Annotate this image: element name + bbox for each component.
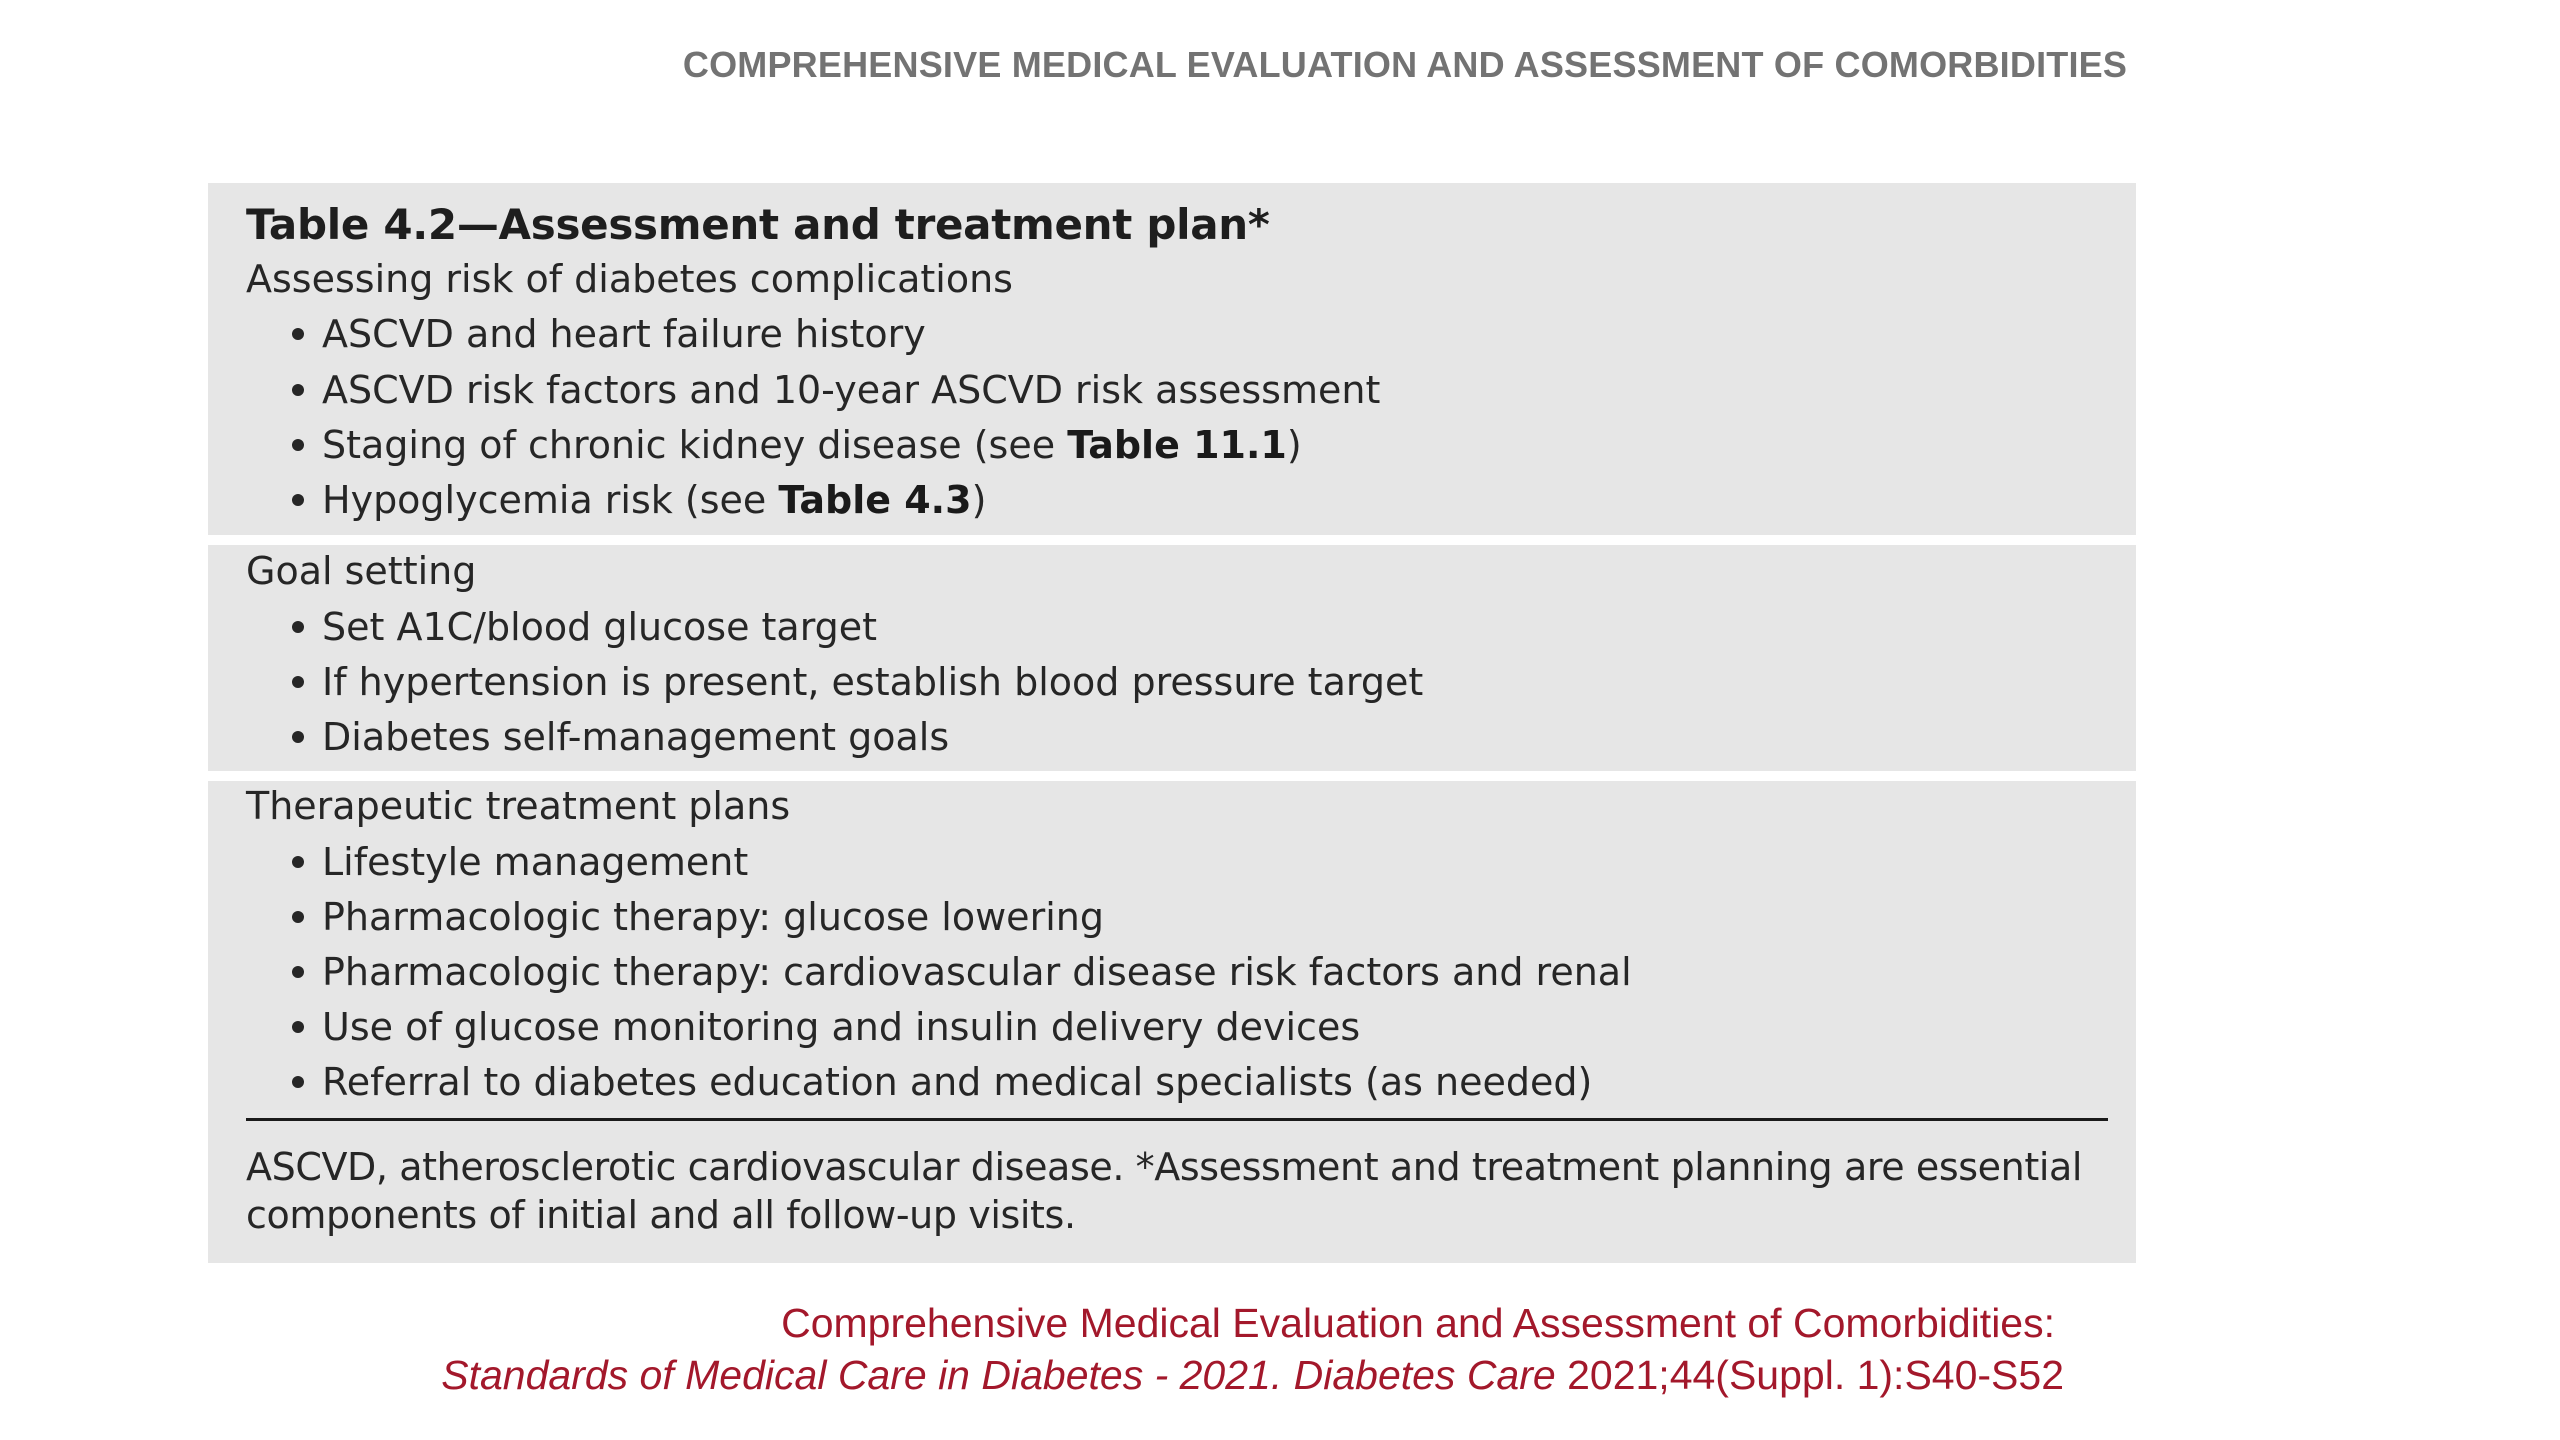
- citation-line-2: Standards of Medical Care in Diabetes - …: [441, 1352, 2064, 1399]
- table-bottom-rule: [246, 1118, 2108, 1121]
- bullet-icon: [292, 1075, 304, 1088]
- list-item: Set A1C/blood glucose target: [292, 605, 877, 649]
- table-reference: Table 11.1: [1067, 423, 1287, 467]
- bullet-icon: [292, 855, 304, 868]
- list-item: Hypoglycemia risk (see Table 4.3): [292, 478, 986, 522]
- section-heading-goals: Goal setting: [246, 549, 477, 593]
- citation-volume: 2021;44(Suppl. 1):S40-S52: [1555, 1352, 2064, 1398]
- bullet-icon: [292, 965, 304, 978]
- bullet-icon: [292, 675, 304, 688]
- table-footnote: ASCVD, atherosclerotic cardiovascular di…: [246, 1145, 2083, 1237]
- list-item: Pharmacologic therapy: glucose lowering: [292, 895, 1104, 939]
- bullet-icon: [292, 910, 304, 923]
- bullet-icon: [292, 1020, 304, 1033]
- list-item: Staging of chronic kidney disease (see T…: [292, 423, 1302, 467]
- bullet-icon: [292, 438, 304, 451]
- bullet-icon: [292, 730, 304, 743]
- list-item: Diabetes self-management goals: [292, 715, 949, 759]
- section-divider: [208, 771, 2136, 781]
- list-item: ASCVD risk factors and 10-year ASCVD ris…: [292, 368, 1380, 412]
- table-title: Table 4.2—Assessment and treatment plan*: [246, 200, 1270, 249]
- section-divider: [208, 535, 2136, 545]
- citation-line-1: Comprehensive Medical Evaluation and Ass…: [781, 1300, 2055, 1346]
- section-heading-risk: Assessing risk of diabetes complications: [246, 257, 1013, 301]
- list-item: Use of glucose monitoring and insulin de…: [292, 1005, 1360, 1049]
- section-heading-treatment: Therapeutic treatment plans: [246, 784, 791, 828]
- bullet-icon: [292, 620, 304, 633]
- list-item: ASCVD and heart failure history: [292, 312, 926, 356]
- list-item: Pharmacologic therapy: cardiovascular di…: [292, 950, 1632, 994]
- list-item: If hypertension is present, establish bl…: [292, 660, 1423, 704]
- table-4-2: Table 4.2—Assessment and treatment plan*…: [208, 183, 2136, 1263]
- list-item: Lifestyle management: [292, 840, 748, 884]
- bullet-icon: [292, 383, 304, 396]
- table-reference: Table 4.3: [778, 478, 972, 522]
- bullet-icon: [292, 493, 304, 506]
- citation-journal: Standards of Medical Care in Diabetes - …: [441, 1352, 1556, 1398]
- page-header: COMPREHENSIVE MEDICAL EVALUATION AND ASS…: [682, 44, 2128, 85]
- list-item: Referral to diabetes education and medic…: [292, 1060, 1592, 1104]
- bullet-icon: [292, 327, 304, 340]
